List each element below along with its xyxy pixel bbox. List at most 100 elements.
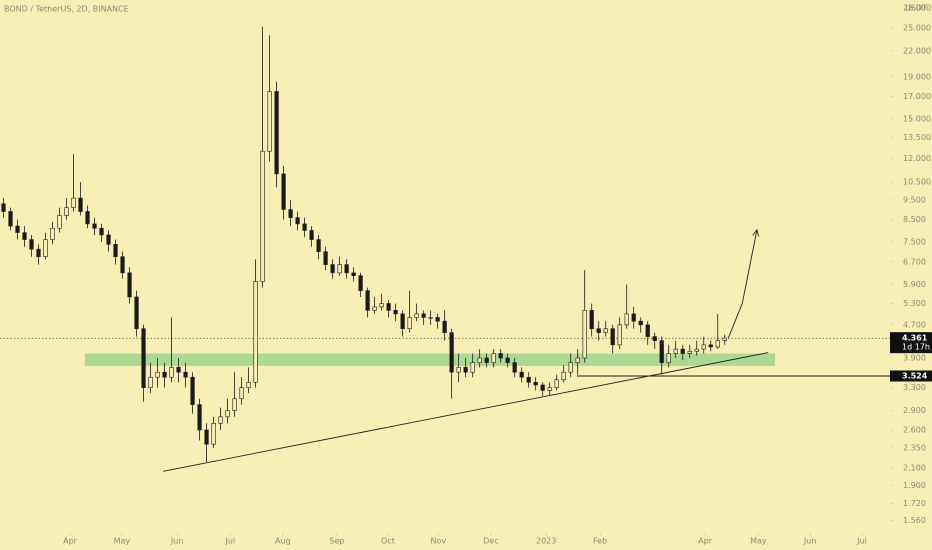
candle-body bbox=[456, 367, 461, 373]
y-tick-label: 2.350 bbox=[903, 443, 926, 452]
candle-body bbox=[267, 91, 272, 152]
candle-body bbox=[36, 248, 41, 258]
candle-body bbox=[253, 281, 258, 383]
candle-body bbox=[190, 376, 195, 405]
candle-body bbox=[155, 371, 160, 378]
candle-body bbox=[477, 357, 482, 363]
x-tick-label: Jun bbox=[170, 537, 184, 546]
candle-body bbox=[204, 429, 209, 445]
candle-body bbox=[211, 422, 216, 445]
y-tick-label: 4.700 bbox=[903, 320, 926, 329]
y-tick-label: 2.900 bbox=[903, 406, 926, 415]
y-tick-label: 13.500 bbox=[903, 133, 931, 142]
y-tick-label: 10.500 bbox=[903, 178, 931, 187]
candle-body bbox=[400, 313, 405, 329]
candle-body bbox=[274, 91, 279, 175]
candle-body bbox=[351, 272, 356, 276]
candle-body bbox=[519, 371, 524, 378]
candle-body bbox=[64, 207, 69, 216]
candle-body bbox=[281, 173, 286, 210]
candle-body bbox=[428, 317, 433, 319]
y-tick-label: 7.500 bbox=[903, 237, 926, 246]
candle-body bbox=[134, 296, 139, 329]
y-tick-label: 5.900 bbox=[903, 280, 926, 289]
candle-body bbox=[323, 251, 328, 265]
candle-body bbox=[442, 320, 447, 333]
candle-body bbox=[708, 344, 713, 348]
support-price-box bbox=[890, 370, 932, 382]
candle-body bbox=[316, 239, 321, 252]
candle-body bbox=[540, 384, 545, 391]
candle-body bbox=[288, 209, 293, 218]
candle-body bbox=[645, 324, 650, 337]
candle-body bbox=[99, 227, 104, 236]
last-price-box bbox=[890, 332, 932, 354]
x-tick-label: May bbox=[750, 537, 767, 546]
x-tick-label: Jul bbox=[225, 537, 236, 546]
candle-body bbox=[687, 350, 692, 354]
candle-body bbox=[421, 313, 426, 318]
candle-body bbox=[337, 264, 342, 274]
candle-body bbox=[372, 306, 377, 311]
candle-body bbox=[659, 340, 664, 363]
candle-body bbox=[106, 234, 111, 245]
candle-body bbox=[575, 357, 580, 363]
y-tick-label: 9.500 bbox=[903, 195, 926, 204]
candle-body bbox=[8, 211, 13, 227]
x-tick-label: Dec bbox=[483, 537, 498, 546]
y-tick-label: 17.000 bbox=[903, 92, 931, 101]
candle-body bbox=[295, 217, 300, 225]
candle-body bbox=[330, 264, 335, 274]
candle-body bbox=[232, 398, 237, 411]
candle-body bbox=[701, 344, 706, 350]
candle-body bbox=[22, 232, 27, 240]
candle-body bbox=[239, 387, 244, 400]
candle-body bbox=[379, 303, 384, 308]
candle-body bbox=[673, 348, 678, 354]
candle-body bbox=[148, 376, 153, 388]
candle-body bbox=[638, 320, 643, 326]
candle-body bbox=[435, 317, 440, 322]
candle-body bbox=[589, 310, 594, 329]
candle-body bbox=[71, 197, 76, 208]
candle-body bbox=[29, 239, 34, 250]
candle-body bbox=[365, 290, 370, 311]
chart-title: BOND / TetherUS, 2D, BINANCE bbox=[4, 5, 129, 14]
candle-body bbox=[722, 337, 727, 341]
candle-body bbox=[666, 353, 671, 363]
candle-body bbox=[92, 223, 97, 229]
candle-body bbox=[414, 313, 419, 318]
x-tick-label: Nov bbox=[431, 537, 447, 546]
candle-body bbox=[407, 317, 412, 329]
candle-body bbox=[582, 310, 587, 359]
y-tick-label: 2.600 bbox=[903, 425, 926, 434]
candle-body bbox=[1, 203, 6, 212]
last-price-label: 4.361 bbox=[902, 334, 928, 343]
x-tick-label: Jul bbox=[856, 537, 867, 546]
candle-body bbox=[547, 387, 552, 391]
candle-body bbox=[183, 371, 188, 378]
candle-body bbox=[120, 256, 125, 274]
candle-body bbox=[694, 348, 699, 352]
candle-body bbox=[218, 416, 223, 424]
candle-body bbox=[491, 353, 496, 363]
x-tick-label: May bbox=[114, 537, 131, 546]
candle-body bbox=[113, 243, 118, 258]
candle-body bbox=[624, 313, 629, 326]
candle-body bbox=[652, 336, 657, 341]
candle-body bbox=[505, 357, 510, 363]
candle-body bbox=[498, 353, 503, 359]
x-tick-label: Feb bbox=[593, 537, 607, 546]
candle-body bbox=[631, 313, 636, 322]
candle-body bbox=[512, 362, 517, 373]
candle-body bbox=[463, 367, 468, 373]
candle-body bbox=[246, 382, 251, 388]
currency-label: USDT bbox=[905, 4, 927, 13]
y-tick-label: 19.000 bbox=[903, 72, 931, 81]
x-tick-label: Oct bbox=[381, 537, 395, 546]
x-tick-label: Jun bbox=[803, 537, 817, 546]
candle-body bbox=[526, 376, 531, 383]
y-tick-label: 1.900 bbox=[903, 481, 926, 490]
